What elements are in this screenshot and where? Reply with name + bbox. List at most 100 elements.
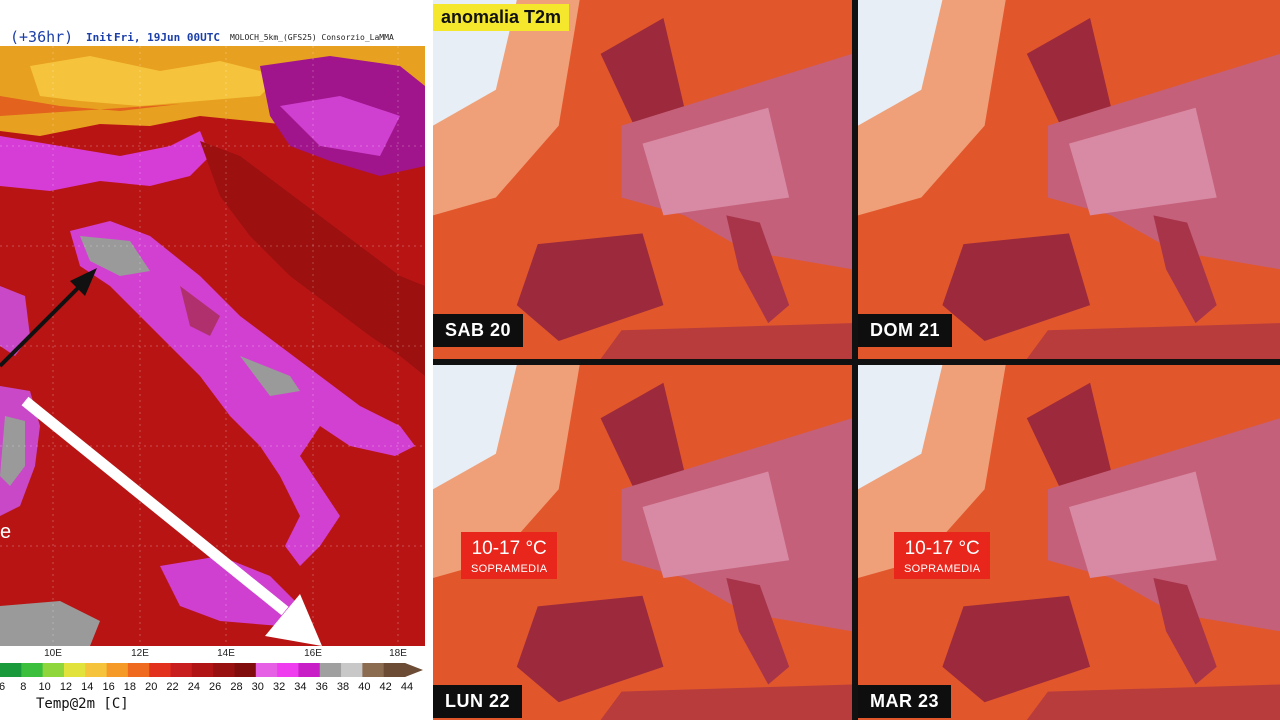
tunisia-coast (0, 601, 100, 646)
colorbar-swatch (170, 663, 193, 677)
black-arrow-shaft (0, 282, 84, 368)
anomaly-range: 10-17 °C (904, 538, 980, 559)
north-africa (600, 684, 852, 720)
europe-anomaly-grid: SAB 20 DOM 21 10-17 °C SOPRAMEDIA LUN 22… (433, 0, 1280, 720)
colorbar-tick-label: 34 (294, 681, 307, 693)
british-isles (1026, 382, 1112, 490)
iberia (942, 595, 1091, 703)
colorbar-tick-label: 6 (0, 681, 6, 693)
longitude-label: 18E (389, 648, 407, 659)
day-label: MAR 23 (858, 685, 952, 718)
colorbar-swatch (106, 663, 129, 677)
colorbar-arrow (405, 663, 423, 677)
british-isles (600, 17, 685, 126)
anomaly-note: SOPRAMEDIA (904, 563, 981, 575)
colorbar-tick-label: 12 (59, 681, 73, 693)
map-title: anomalia T2m (433, 4, 570, 31)
italy-temperature-map-panel: (+36hr) Init: Fri, 19Jun 00UTC MOLOCH_5k… (0, 0, 425, 720)
colorbar-tick-label: 42 (379, 681, 392, 693)
colorbar-swatch (383, 663, 406, 677)
longitude-label: 16E (304, 648, 322, 659)
sardinia-interior (0, 416, 25, 486)
colorbar-swatch (234, 663, 257, 677)
italy (1153, 578, 1217, 685)
colorbar-tick-label: 38 (336, 681, 350, 693)
anomaly-note: SOPRAMEDIA (471, 563, 548, 575)
north-africa (1026, 323, 1280, 359)
colorbar-tick-label: 18 (123, 681, 137, 693)
colorbar-swatch (319, 663, 342, 677)
france-germany (1069, 471, 1217, 578)
colorbar-swatch (21, 663, 44, 677)
north-africa (1026, 684, 1280, 720)
italy-temperature-map: e (0, 46, 425, 646)
po-valley (0, 131, 210, 191)
sicily (160, 556, 300, 626)
forecast-hour: (+36hr) (10, 28, 74, 46)
colorbar-tick-label: 8 (20, 681, 27, 693)
colorbar-swatch (42, 663, 65, 677)
italy (726, 578, 790, 685)
white-arrow-head (265, 594, 322, 646)
map-header: (+36hr) Init: Fri, 19Jun 00UTC MOLOCH_5k… (0, 28, 425, 46)
temperature-colorbar (0, 663, 423, 677)
europe-anomaly-map (433, 365, 852, 720)
colorbar-tick-label: 16 (102, 681, 115, 693)
colorbar-tick-label: 30 (251, 681, 264, 693)
anomaly-range: 10-17 °C (471, 538, 547, 559)
colorbar-tick-label: 36 (315, 681, 328, 693)
france-germany (642, 471, 790, 578)
apennines-hot-spot-1 (80, 236, 150, 276)
france-germany (642, 107, 790, 216)
atlantic-neutral (858, 365, 943, 490)
map-gridlines (0, 46, 425, 646)
colorbar-tick-label: 22 (166, 681, 179, 693)
day-label: SAB 20 (433, 314, 524, 347)
colorbar-tick-label: 24 (187, 681, 200, 693)
colorbar-tick-label: 40 (358, 681, 371, 693)
colorbar-tick-labels: 6 8 10 12 14 16 18 20 22 24 26 28 30 32 34 36 38 40 42 44 (0, 681, 425, 695)
alps-foothills (0, 96, 180, 116)
init-label: Init: (86, 31, 120, 44)
colorbar-tick-label: 44 (400, 681, 414, 693)
colorbar-swatch (127, 663, 150, 677)
colorbar-tick-label: 14 (81, 681, 94, 693)
north-africa (600, 323, 852, 359)
balkan-magenta (280, 96, 400, 156)
longitude-label: 12E (131, 648, 149, 659)
europe-anomaly-map (858, 0, 1280, 359)
colorbar-tick-label: 10 (38, 681, 51, 693)
british-isles (1026, 17, 1112, 126)
anomaly-box: 10-17 °C SOPRAMEDIA (894, 532, 991, 579)
colorbar-swatch (213, 663, 235, 677)
partial-text: e (0, 521, 11, 543)
france-germany (1069, 107, 1217, 216)
colorbar-swatch (149, 663, 172, 677)
italy (726, 215, 790, 324)
colorbar-swatch (341, 663, 363, 677)
colorbar-swatch (255, 663, 278, 677)
europe-anomaly-map (433, 0, 852, 359)
anomaly-box: 10-17 °C SOPRAMEDIA (461, 532, 558, 579)
italian-peninsula (70, 221, 415, 566)
atlantic-neutral (433, 365, 517, 490)
colorbar-swatch (63, 663, 86, 677)
day-label: DOM 21 (858, 314, 953, 347)
adriatic-coast (200, 141, 425, 376)
colorbar-tick-label: 26 (209, 681, 222, 693)
colorbar-swatch (298, 663, 321, 677)
map-panel-mar: 10-17 °C SOPRAMEDIA MAR 23 (858, 365, 1280, 720)
italy (1153, 215, 1217, 324)
map-panel-lun: 10-17 °C SOPRAMEDIA LUN 22 (433, 365, 852, 720)
colorbar-tick-label: 32 (272, 681, 286, 693)
iberia (516, 233, 664, 342)
colorbar-tick-label: 20 (145, 681, 158, 693)
colorbar-swatch (362, 663, 385, 677)
colorbar-tick-label: 28 (230, 681, 243, 693)
colorbar-swatch (277, 663, 299, 677)
white-arrow-shaft (21, 396, 289, 616)
model-name: MOLOCH_5km_(GFS25) Consorzio_LaMMA (230, 33, 394, 42)
init-value: Fri, 19Jun 00UTC (114, 31, 220, 44)
longitude-label: 10E (44, 648, 62, 659)
colorbar-swatch (191, 663, 214, 677)
